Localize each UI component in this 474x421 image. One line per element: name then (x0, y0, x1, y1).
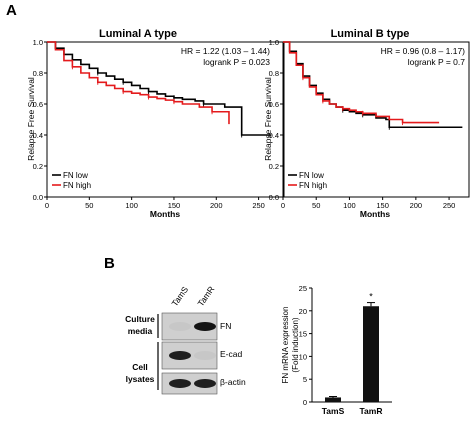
km1-frame (46, 41, 285, 198)
km2-curves (283, 41, 463, 130)
km1-axis-ticks: 0 50 100 150 200 250 0.0 0.2 0.4 0.6 0.8 1.0 (33, 38, 265, 210)
km1-ytick-label: 0.4 (33, 131, 43, 140)
km-plot-luminal-b: Luminal B type 0 50 100 150 200 2500.00.20.40… (263, 28, 470, 219)
km1-xlabel: Months (150, 209, 180, 219)
km2-logrank-annotation: logrank P = 0.7 (408, 57, 466, 67)
wb-group-lysates-line2: lysates (126, 374, 155, 384)
km1-xtick-label: 50 (85, 201, 93, 210)
panel-a-letter: A (6, 2, 17, 19)
bar-ytick-label: 20 (299, 307, 307, 316)
km2-ytick-label: 0.6 (269, 100, 279, 109)
km1-xtick-label: 0 (45, 201, 49, 210)
km1-ytick-label: 0.8 (33, 69, 43, 78)
bar-ytick-label: 0 (303, 398, 307, 407)
km1-ytick-label: 0.6 (33, 100, 43, 109)
km2-ytick-label: 0.8 (269, 69, 279, 78)
km1-ytick-label: 0.0 (33, 193, 43, 202)
km2-xtick-label: 150 (376, 201, 389, 210)
wb-band (169, 322, 191, 331)
bar-ytick-label: 25 (299, 284, 307, 293)
bar-category-label: TamR (360, 406, 383, 416)
km2-ytick-label: 0.0 (269, 193, 279, 202)
km2-title: Luminal B type (331, 28, 410, 40)
km1-ytick-label: 1.0 (33, 38, 43, 47)
km2-hr-annotation: HR = 0.96 (0.8 – 1.17) (381, 46, 466, 56)
panel-b-letter: B (104, 255, 115, 272)
wb-strips (161, 312, 218, 395)
bar-ytick-label: 10 (299, 352, 307, 361)
km2-xtick-label: 250 (443, 201, 456, 210)
wb-group-lysates-line1: Cell (132, 362, 148, 372)
wb-band (194, 322, 216, 331)
km2-legend: FN low FN high (288, 171, 327, 190)
km1-xtick-label: 200 (210, 201, 223, 210)
wb-band (169, 379, 191, 388)
km1-curves (47, 41, 272, 138)
bar-ytick-label: 5 (303, 375, 307, 384)
bar-significance-mark: * (369, 292, 373, 302)
km1-title: Luminal A type (99, 28, 177, 40)
km2-curve-fn-high (283, 41, 440, 124)
km2-xtick-label: 200 (410, 201, 423, 210)
wb-band (194, 351, 216, 360)
wb-band (169, 351, 191, 360)
bar-tams (325, 397, 341, 402)
wb-lane-label-tamr: TamR (195, 284, 216, 308)
km2-ytick-label: 0.2 (269, 162, 279, 171)
km1-curve-fn-high (47, 41, 230, 125)
bar-ylabel-line1: FN mRNA expression (281, 307, 290, 384)
bar-marks: TamS * TamR (322, 292, 383, 416)
km2-legend-low: FN low (299, 171, 324, 180)
bar-category-label: TamS (322, 406, 345, 416)
km1-curve-fn-low (47, 41, 272, 136)
bar-ylabel-line2: (Fold induction) (291, 317, 300, 372)
bar-ytick-label: 15 (299, 330, 307, 339)
wb-band-label-ecad: E-cad (220, 349, 242, 359)
km-plot-luminal-a: Luminal A type 0 50 100 150 200 2500.00.20.40… (26, 28, 285, 219)
km1-ytick-label: 0.2 (33, 162, 43, 171)
wb-band-label-fn: FN (220, 321, 231, 331)
km2-ytick-label: 1.0 (269, 38, 279, 47)
wb-band (194, 379, 216, 388)
km1-legend: FN low FN high (52, 171, 91, 190)
km2-xtick-label: 100 (343, 201, 356, 210)
bar-axis-ticks: 0 5 10 15 20 25 (299, 284, 312, 407)
km1-ylabel: Relapse Free Survival (26, 77, 36, 161)
km2-xtick-label: 0 (281, 201, 285, 210)
km2-axis-ticks: 0 50 100 150 200 250 0.0 0.2 0.4 0.6 0.8 1.0 (269, 38, 456, 210)
km2-ytick-label: 0.4 (269, 131, 279, 140)
western-blot: TamS TamR Culture media Cell lysates FN … (125, 284, 246, 395)
km1-legend-high: FN high (63, 181, 91, 190)
bar-tamr (363, 306, 379, 402)
km2-xlabel: Months (360, 209, 390, 219)
km1-hr-annotation: HR = 1.22 (1.03 – 1.44) (181, 46, 270, 56)
km1-legend-low: FN low (63, 171, 88, 180)
km1-xtick-label: 150 (168, 201, 181, 210)
km2-legend-high: FN high (299, 181, 327, 190)
km2-ylabel: Relapse Free Survival (263, 77, 273, 161)
wb-group-culture-line1: Culture (125, 314, 155, 324)
wb-lane-label-tams: TamS (169, 284, 190, 308)
km1-xtick-label: 100 (125, 201, 138, 210)
wb-band-label-actin: β-actin (220, 377, 246, 387)
km2-xtick-label: 50 (312, 201, 320, 210)
km2-frame (282, 41, 470, 198)
km1-logrank-annotation: logrank P = 0.023 (203, 57, 270, 67)
wb-group-culture-line2: media (128, 326, 153, 336)
km1-xtick-label: 250 (252, 201, 265, 210)
